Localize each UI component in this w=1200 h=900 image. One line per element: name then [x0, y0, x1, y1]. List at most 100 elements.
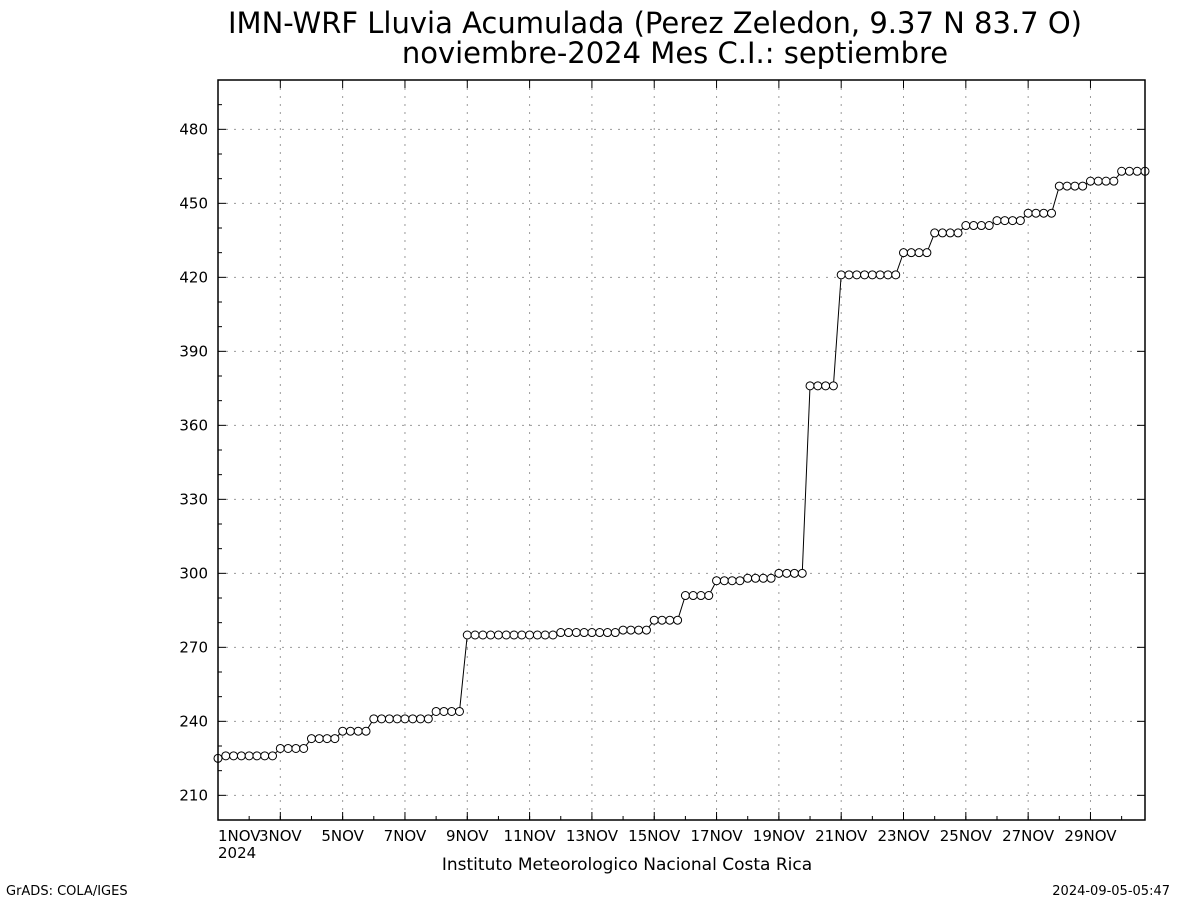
footer-timestamp: 2024-09-05-05:47 — [1052, 884, 1170, 899]
data-point — [719, 576, 729, 586]
data-point — [299, 743, 309, 753]
data-point — [470, 630, 480, 640]
data-point — [696, 591, 706, 601]
y-tick-label: 210 — [179, 786, 208, 804]
data-point — [789, 568, 799, 578]
data-point — [384, 714, 394, 724]
data-point — [704, 591, 714, 601]
y-tick-label: 480 — [179, 120, 208, 138]
data-point — [813, 381, 823, 391]
x-tick-label: 1NOV — [218, 827, 261, 845]
data-point — [369, 714, 379, 724]
data-point — [883, 270, 893, 280]
x-tick-label: 3NOV — [259, 827, 302, 845]
y-tick-label: 270 — [179, 638, 208, 656]
data-point — [439, 706, 449, 716]
y-tick-label: 330 — [179, 490, 208, 508]
data-point — [361, 726, 371, 736]
data-point — [221, 751, 231, 761]
y-tick-label: 450 — [179, 194, 208, 212]
data-point — [244, 751, 254, 761]
data-point — [556, 628, 566, 638]
data-point — [548, 630, 558, 640]
data-point — [821, 381, 831, 391]
data-point — [493, 630, 503, 640]
data-point — [976, 221, 986, 231]
y-tick-label: 390 — [179, 342, 208, 360]
data-point — [268, 751, 278, 761]
data-point — [408, 714, 418, 724]
data-point — [377, 714, 387, 724]
data-point — [1054, 181, 1064, 191]
data-point — [688, 591, 698, 601]
data-point — [735, 576, 745, 586]
data-point — [860, 270, 870, 280]
data-point — [525, 630, 535, 640]
data-point — [945, 228, 955, 238]
y-tick-label: 240 — [179, 712, 208, 730]
x-tick-label: 17NOV — [690, 827, 743, 845]
data-point — [1124, 166, 1134, 176]
data-point — [610, 628, 620, 638]
series-line — [217, 170, 1145, 759]
data-point — [743, 573, 753, 583]
data-point — [1132, 166, 1142, 176]
data-point — [930, 228, 940, 238]
data-point — [291, 743, 301, 753]
chart-subtitle: noviembre-2024 Mes C.I.: septiembre — [402, 36, 948, 70]
data-point — [673, 615, 683, 625]
x-tick-label: 9NOV — [446, 827, 489, 845]
x-axis-label: Instituto Meteorologico Nacional Costa R… — [442, 855, 812, 875]
data-point — [540, 630, 550, 640]
data-point — [751, 573, 761, 583]
data-point — [961, 221, 971, 231]
data-point — [345, 726, 355, 736]
data-point — [1031, 208, 1041, 218]
data-point — [797, 568, 807, 578]
data-point — [509, 630, 519, 640]
data-point — [330, 734, 340, 744]
data-point — [1117, 166, 1127, 176]
data-point — [478, 630, 488, 640]
data-point — [462, 630, 472, 640]
data-point — [680, 591, 690, 601]
x-tick-label: 29NOV — [1064, 827, 1117, 845]
data-point — [649, 615, 659, 625]
data-point — [1015, 216, 1025, 226]
data-point — [229, 751, 239, 761]
data-point — [423, 714, 433, 724]
x-tick-label: 11NOV — [504, 827, 557, 845]
data-point — [447, 706, 457, 716]
data-point — [454, 706, 464, 716]
data-point — [602, 628, 612, 638]
x-tick-label: 25NOV — [940, 827, 993, 845]
data-point — [1109, 176, 1119, 186]
data-point — [626, 625, 636, 635]
data-point — [306, 734, 316, 744]
data-point — [727, 576, 737, 586]
data-point — [431, 706, 441, 716]
x-tick-label: 27NOV — [1002, 827, 1055, 845]
x-tick-label: 21NOV — [815, 827, 868, 845]
y-axis-ticks: 210 240 270 300 330 360 390 420 450 480 — [179, 104, 1145, 804]
data-point — [1039, 208, 1049, 218]
data-point — [1000, 216, 1010, 226]
data-point — [1062, 181, 1072, 191]
data-point — [1008, 216, 1018, 226]
data-point — [564, 628, 574, 638]
data-point — [867, 270, 877, 280]
data-point — [953, 228, 963, 238]
data-point — [1047, 208, 1057, 218]
data-point — [1101, 176, 1111, 186]
data-point — [618, 625, 628, 635]
x-tick-label: 5NOV — [321, 827, 364, 845]
data-point — [891, 270, 901, 280]
x-tick-label: 23NOV — [877, 827, 930, 845]
data-point — [1078, 181, 1088, 191]
data-point — [836, 270, 846, 280]
data-point — [937, 228, 947, 238]
x-tick-label: 13NOV — [566, 827, 619, 845]
data-point — [766, 573, 776, 583]
data-point — [571, 628, 581, 638]
